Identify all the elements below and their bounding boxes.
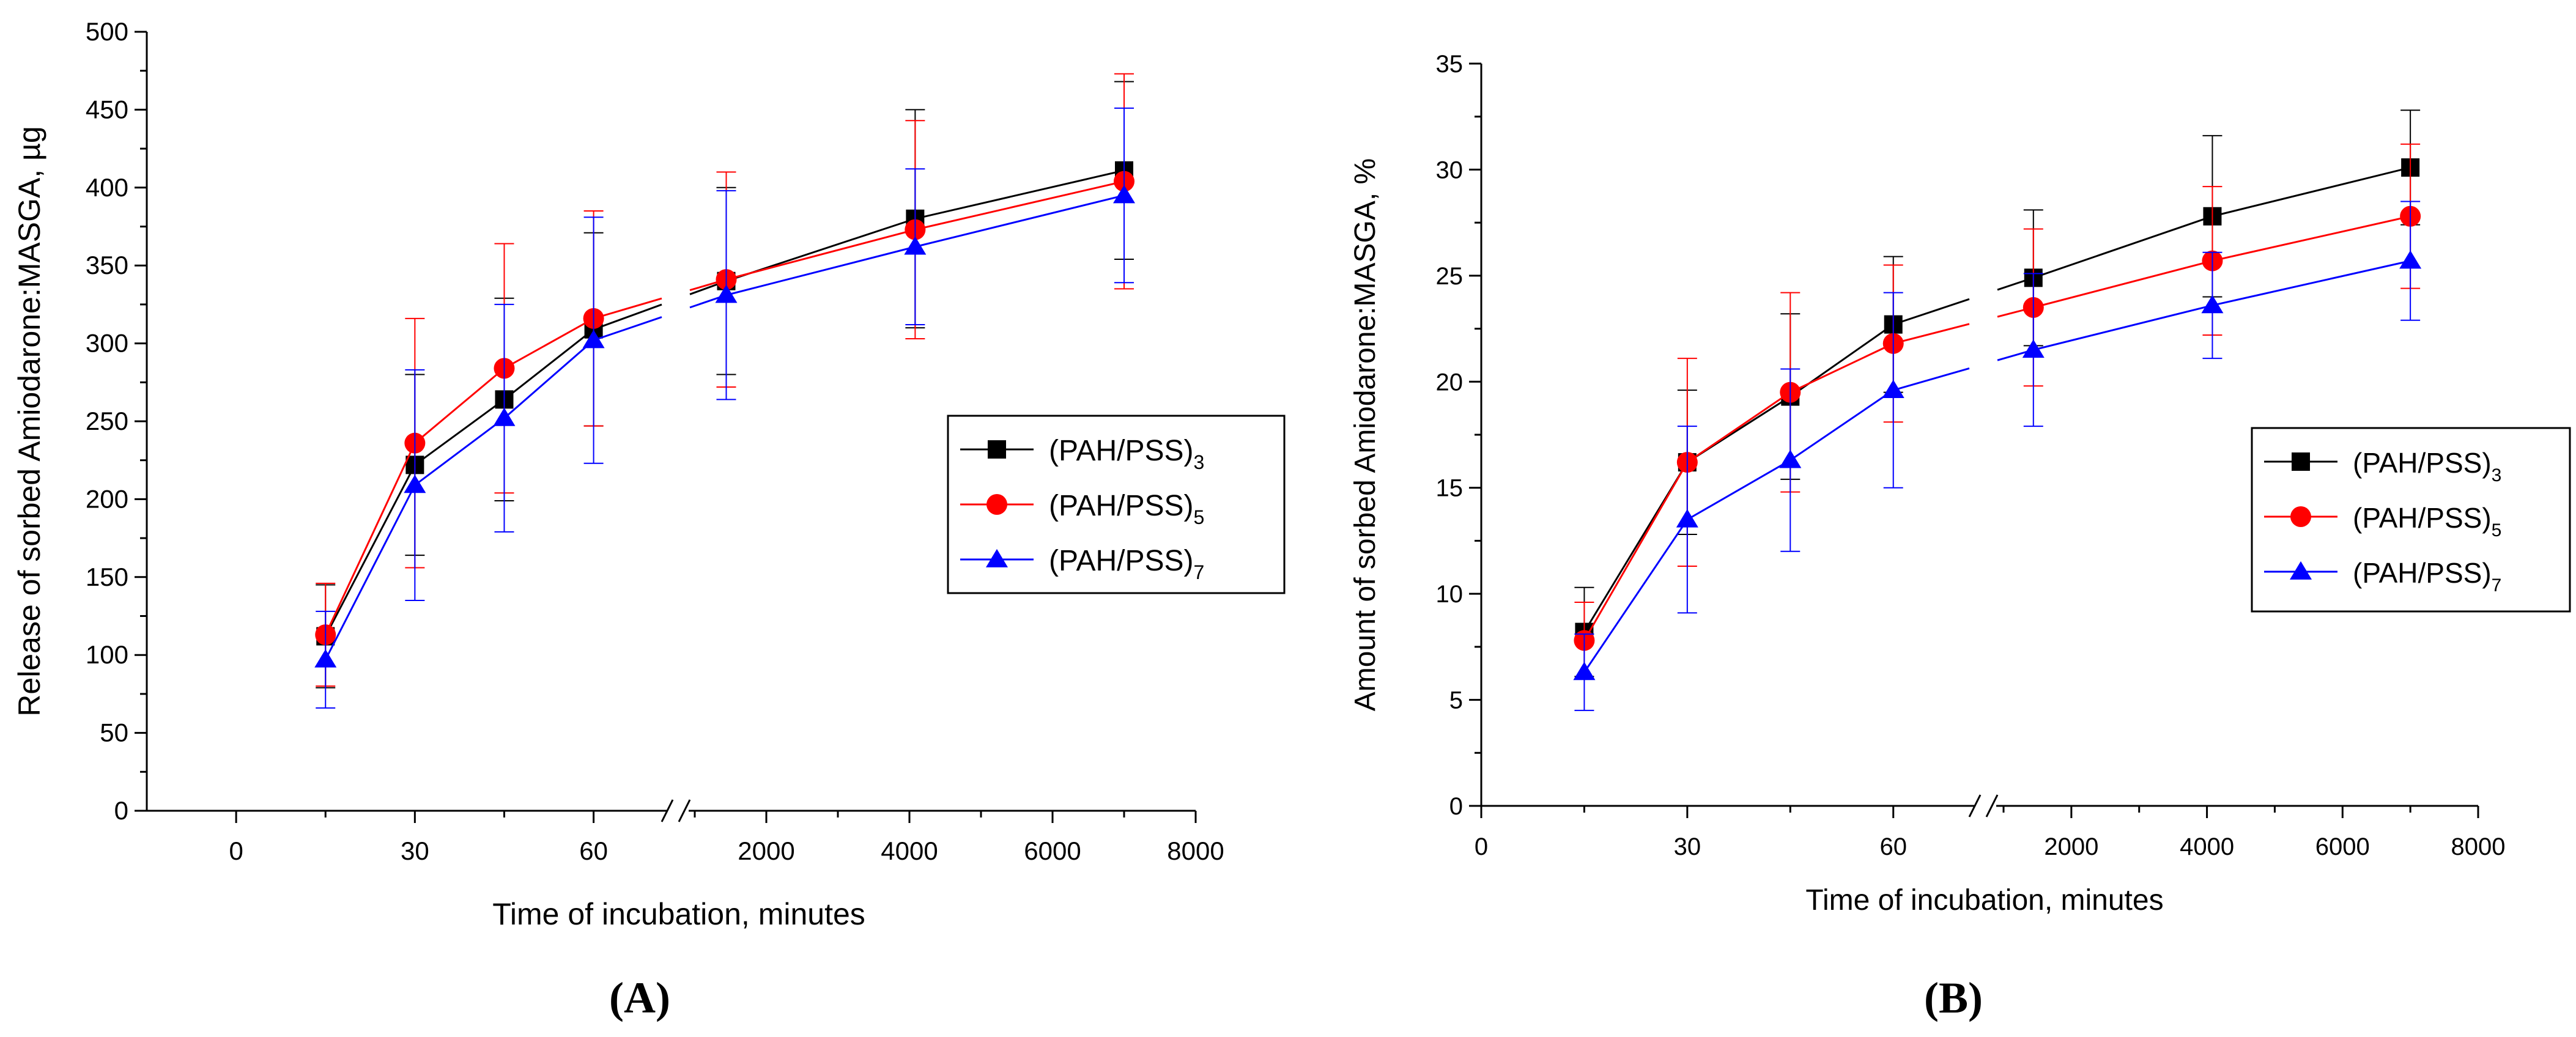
chart-a-y-tick-label: 0: [114, 796, 128, 825]
chart-a-axes: 0 50 100 150 200 250 300 350 400 450 500 0 30 60 2000 4…: [86, 17, 1224, 865]
chart-b-x-tick-label: 0: [1475, 833, 1488, 860]
chart-b-y-tick-label: 30: [1436, 157, 1464, 183]
chart-a-series-7-point: [904, 236, 927, 255]
chart-a-series-7-point: [715, 284, 738, 303]
chart-b-data: [1573, 109, 2422, 711]
chart-a-x-tick-label: 60: [579, 836, 608, 865]
chart-b-series-7-point: [1676, 509, 1698, 528]
chart-a-series-7-point: [582, 330, 605, 349]
chart-a-y-tick-label: 250: [86, 407, 128, 435]
chart-a-axis-break-mark: [661, 799, 674, 822]
chart-b-panel-label: (B): [1924, 973, 1983, 1022]
chart-b-svg: 0 5 10 15 20 25 30 35 0 30 60 2000 4000 6000 8000 Time …: [1349, 51, 2571, 1022]
chart-b-y-tick-label: 0: [1449, 793, 1463, 820]
chart-b-series-3-line: [1997, 166, 2411, 291]
chart-a-series-7-line: [689, 194, 1125, 309]
chart-b-series-7-line: [1583, 367, 1970, 673]
chart-a-x-axis-label: Time of incubation, minutes: [492, 897, 865, 931]
chart-a-legend-marker: [986, 494, 1007, 515]
chart-panel-a: 0 50 100 150 200 250 300 350 400 450 500 0 30 60 2000 4…: [0, 0, 1286, 1037]
chart-a-series-3-line: [689, 169, 1125, 295]
chart-a-legend-label: (PAH/PSS)5: [1049, 490, 1204, 528]
chart-b-y-tick-label: 20: [1436, 369, 1464, 396]
chart-b-y-tick-label: 25: [1436, 263, 1464, 290]
chart-b-axis-break-mark: [1968, 794, 1982, 817]
chart-a-x-tick-label: 6000: [1024, 836, 1081, 865]
chart-b-y-tick-label: 15: [1436, 475, 1464, 502]
chart-a-x-tick-label: 2000: [738, 836, 794, 865]
chart-b-series-5-line: [1997, 215, 2411, 318]
chart-a-series-7-point: [314, 649, 337, 668]
chart-b-series-5-line: [1583, 323, 1970, 641]
chart-a-series-5-line: [324, 297, 662, 635]
chart-panel-b: 0 5 10 15 20 25 30 35 0 30 60 2000 4000 6000 8000 Time …: [1284, 0, 2576, 1037]
chart-a-x-tick-label: 4000: [881, 836, 938, 865]
chart-a-legend-marker: [988, 440, 1006, 459]
chart-b-y-axis-label: Amount of sorbed Amiodarone:MASGA, %: [1349, 158, 1382, 711]
chart-b-y-tick-label: 35: [1436, 51, 1464, 78]
chart-b-legend-marker: [2292, 452, 2310, 471]
chart-a-y-tick-label: 100: [86, 640, 128, 669]
chart-b-x-tick-label: 2000: [2044, 833, 2098, 860]
chart-a-y-tick-label: 400: [86, 173, 128, 202]
chart-a-x-tick-label: 0: [229, 836, 243, 865]
chart-b-series-7-point: [2399, 250, 2422, 269]
chart-b-series-7-point: [2022, 339, 2045, 358]
chart-a-series-5-line: [689, 180, 1125, 292]
chart-b-x-tick-label: 30: [1674, 833, 1701, 860]
chart-a-legend: (PAH/PSS)3 (PAH/PSS)5 (PAH/PSS)7: [947, 415, 1286, 594]
chart-a-y-tick-label: 150: [86, 563, 128, 591]
chart-a-x-tick-label: 30: [401, 836, 429, 865]
chart-b-axes: 0 5 10 15 20 25 30 35 0 30 60 2000 4000 6000 8000: [1436, 51, 2506, 860]
chart-b-legend-marker: [2290, 506, 2311, 527]
chart-b-x-tick-label: 8000: [2451, 833, 2506, 860]
chart-a-panel-label: (A): [609, 973, 670, 1022]
chart-b-x-tick-label: 4000: [2180, 833, 2234, 860]
chart-b-axis-break-mark: [1985, 794, 1999, 817]
chart-a-svg: 0 50 100 150 200 250 300 350 400 450 500 0 30 60 2000 4…: [12, 17, 1286, 1022]
chart-b-legend-label: (PAH/PSS)7: [2353, 557, 2501, 596]
chart-b-series-7-point: [1573, 662, 1596, 681]
chart-a-series-3-line: [324, 303, 662, 637]
chart-a-y-tick-label: 350: [86, 251, 128, 279]
chart-a-series-7-point: [493, 407, 516, 426]
chart-b-y-tick-label: 10: [1436, 581, 1464, 608]
chart-b-series-7-point: [1882, 380, 1904, 398]
chart-a-y-axis-label: Release of sorbed Amiodarone:MASGA, µg: [12, 126, 46, 716]
chart-a-series-7-point: [1113, 185, 1135, 204]
chart-b-x-axis-label: Time of incubation, minutes: [1805, 884, 2163, 917]
chart-a-y-tick-label: 450: [86, 95, 128, 124]
chart-b-x-tick-label: 6000: [2315, 833, 2370, 860]
chart-b-legend-marker: [2290, 561, 2312, 580]
chart-a-y-tick-label: 50: [100, 718, 128, 747]
chart-b-series-3-line: [1583, 298, 1970, 633]
chart-b-legend-label: (PAH/PSS)5: [2353, 502, 2501, 541]
chart-b-series-7-point: [2201, 295, 2224, 314]
chart-a-y-tick-label: 200: [86, 484, 128, 513]
chart-a-data: [314, 73, 1135, 709]
chart-b-legend: (PAH/PSS)3 (PAH/PSS)5 (PAH/PSS)7: [2251, 427, 2571, 613]
chart-a-legend-marker: [986, 548, 1008, 567]
chart-a-series-7-line: [324, 316, 662, 660]
chart-a-y-tick-label: 500: [86, 17, 128, 46]
chart-a-series-7-point: [404, 474, 426, 493]
chart-a-legend-label: (PAH/PSS)3: [1049, 435, 1204, 473]
chart-a-axis-break-mark: [678, 799, 691, 822]
chart-b-series-7-point: [1779, 449, 1802, 468]
chart-a-x-tick-label: 8000: [1167, 836, 1224, 865]
chart-a-legend-label: (PAH/PSS)7: [1049, 545, 1204, 583]
chart-a-y-tick-label: 300: [86, 329, 128, 358]
chart-b-legend-label: (PAH/PSS)3: [2353, 447, 2501, 485]
chart-b-series-7-line: [1997, 260, 2411, 361]
chart-b-x-tick-label: 60: [1879, 833, 1907, 860]
chart-b-y-tick-label: 5: [1449, 687, 1463, 714]
